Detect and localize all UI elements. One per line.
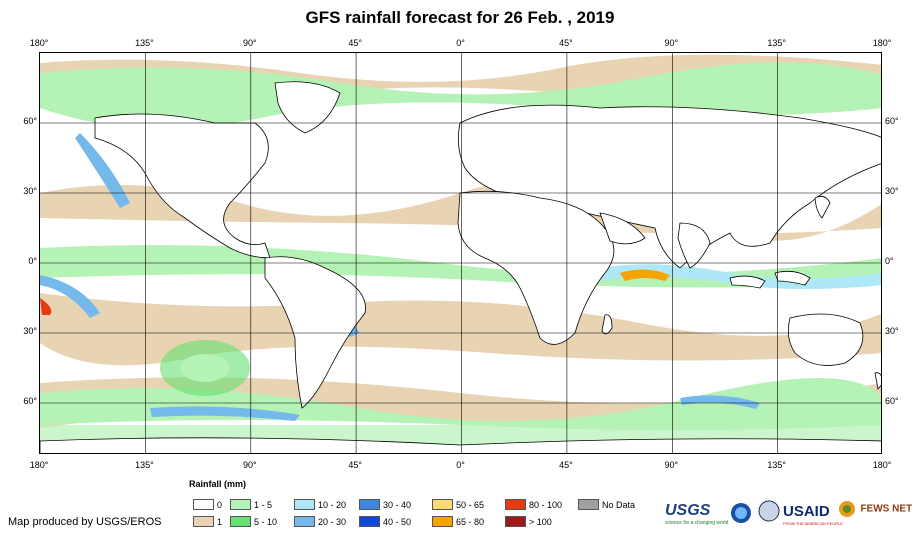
longitude-tick-label: 135° (135, 38, 154, 48)
legend-label: 20 - 30 (318, 516, 347, 527)
longitude-tick-label: 0° (456, 460, 465, 470)
legend-swatch (193, 499, 214, 510)
longitude-tick-label: 90° (242, 460, 257, 470)
longitude-tick-label: 135° (767, 460, 786, 470)
legend-item: 1 - 5 (230, 499, 272, 510)
latitude-tick-label: 60° (23, 116, 37, 126)
latitude-tick-label: 60° (885, 396, 899, 406)
credit-text: Map produced by USGS/EROS (8, 516, 162, 528)
latitude-tick-label: 30° (23, 326, 37, 336)
legend-swatch (432, 499, 453, 510)
legend-swatch (294, 516, 315, 527)
legend-label: 10 - 20 (318, 499, 347, 510)
latitude-tick-label: 0° (885, 256, 894, 266)
map-title: GFS rainfall forecast for 26 Feb. , 2019 (305, 8, 615, 27)
legend-label: 65 - 80 (456, 516, 485, 527)
longitude-tick-label: 180° (872, 460, 892, 470)
longitude-tick-label: 45° (559, 38, 573, 48)
legend-label: > 100 (529, 516, 552, 527)
legend-item: 80 - 100 (505, 499, 562, 510)
latitude-tick-label: 60° (23, 396, 37, 406)
latitude-tick-label: 30° (885, 186, 899, 196)
longitude-tick-label: 0° (456, 38, 465, 48)
legend-item: 30 - 40 (359, 499, 411, 510)
legend-swatch (359, 499, 380, 510)
latitude-tick-label: 30° (885, 326, 899, 336)
rainfall-patches (40, 53, 881, 453)
longitude-tick-label: 45° (559, 460, 573, 470)
longitude-tick-label: 90° (664, 38, 679, 48)
longitude-tick-label: 90° (664, 460, 679, 470)
legend-item: 50 - 65 (432, 499, 484, 510)
coastlines (40, 81, 881, 453)
legend-swatch (505, 516, 526, 527)
legend-swatch (230, 516, 251, 527)
legend-label: 40 - 50 (383, 516, 412, 527)
longitude-tick-label: 180° (872, 38, 892, 48)
longitude-tick-label: 180° (29, 460, 49, 470)
latitude-tick-label: 0° (28, 256, 37, 266)
legend-label: 5 - 10 (254, 516, 278, 527)
noaa-emblem-icon (731, 503, 751, 523)
dhs-seal (758, 500, 780, 527)
legend-item: 40 - 50 (359, 516, 411, 527)
legend-item: 5 - 10 (230, 516, 277, 527)
noaa-logo (730, 502, 752, 529)
legend-item: 65 - 80 (432, 516, 484, 527)
legend-swatch (432, 516, 453, 527)
longitude-tick-label: 135° (135, 460, 154, 470)
longitude-tick-label: 90° (242, 38, 257, 48)
rainfall-map (39, 52, 882, 454)
legend-label: 80 - 100 (529, 499, 563, 510)
legend-item: > 100 (505, 516, 552, 527)
legend-item: 0 (193, 499, 222, 510)
legend-item: 1 (193, 516, 222, 527)
legend-label: 50 - 65 (456, 499, 485, 510)
legend-label: 0 (217, 499, 223, 510)
legend-swatch (359, 516, 380, 527)
longitude-tick-label: 45° (348, 38, 362, 48)
latitude-tick-label: 30° (23, 186, 37, 196)
legend-item: 20 - 30 (294, 516, 346, 527)
legend-swatch (230, 499, 251, 510)
longitude-tick-label: 180° (29, 38, 49, 48)
legend-swatch (294, 499, 315, 510)
longitude-tick-label: 135° (767, 38, 786, 48)
usaid-logo: USAID FROM THE AMERICAN PEOPLE (783, 503, 843, 526)
usgs-logo: USGS science for a changing world (665, 502, 729, 526)
legend-label: 1 - 5 (254, 499, 273, 510)
legend-label: 30 - 40 (383, 499, 412, 510)
legend-label: No Data (602, 499, 636, 510)
fewsnet-logo: FEWS NET (838, 500, 912, 518)
longitude-tick-label: 45° (348, 460, 362, 470)
legend-title: Rainfall (mm) (189, 479, 247, 489)
legend-item: 10 - 20 (294, 499, 346, 510)
seal-icon (758, 500, 780, 522)
graticule (40, 53, 881, 453)
legend-swatch (578, 499, 599, 510)
latitude-tick-label: 60° (885, 116, 899, 126)
legend-label: 1 (217, 516, 223, 527)
legend-swatch (193, 516, 214, 527)
map-canvas (40, 53, 881, 453)
legend-item: No Data (578, 499, 635, 510)
legend-swatch (505, 499, 526, 510)
fewsnet-emblem-icon (839, 501, 855, 517)
